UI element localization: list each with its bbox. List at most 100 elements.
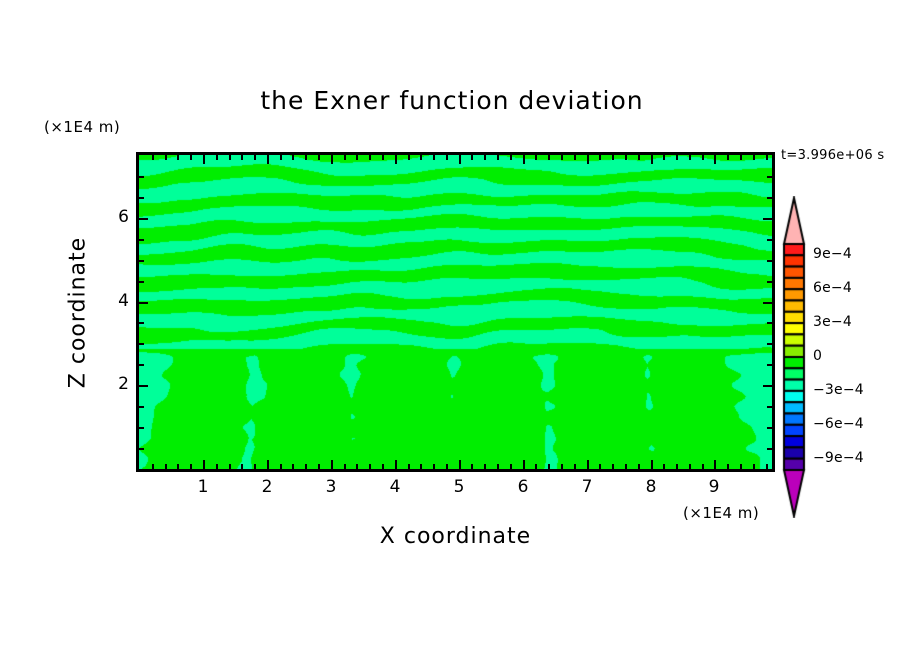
colorbar-tick-label: −3e−4 <box>813 381 864 398</box>
x-axis-major-tick <box>459 460 461 469</box>
x-axis-minor-tick <box>216 155 218 160</box>
y-axis-major-tick <box>139 385 148 387</box>
y-axis-major-tick <box>763 385 772 387</box>
y-axis-title: Z coordinate <box>65 236 91 389</box>
x-axis-minor-tick <box>433 464 435 469</box>
x-axis-minor-tick <box>305 464 307 469</box>
y-axis-major-tick <box>139 218 148 220</box>
x-axis-minor-tick <box>382 155 384 160</box>
x-axis-minor-tick <box>241 155 243 160</box>
x-axis-minor-tick <box>484 155 486 160</box>
x-axis-minor-tick <box>292 155 294 160</box>
x-axis-major-tick <box>651 460 653 469</box>
colorbar <box>778 196 810 518</box>
page-title: the Exner function deviation <box>260 86 644 115</box>
x-axis-minor-tick <box>216 464 218 469</box>
x-axis-minor-tick <box>177 155 179 160</box>
x-axis-minor-tick <box>420 155 422 160</box>
x-axis-minor-tick <box>356 464 358 469</box>
y-axis-minor-tick <box>139 176 144 178</box>
x-axis-major-tick <box>651 155 653 164</box>
x-axis-minor-tick <box>612 464 614 469</box>
x-axis-minor-tick <box>727 155 729 160</box>
x-axis-major-tick <box>587 460 589 469</box>
x-axis-tick-label: 4 <box>389 477 401 497</box>
y-axis-minor-tick <box>139 239 144 241</box>
x-axis-minor-tick <box>408 464 410 469</box>
y-axis-minor-tick <box>767 197 772 199</box>
y-axis-minor-tick <box>767 322 772 324</box>
colorbar-canvas <box>778 196 810 518</box>
y-axis-minor-tick <box>139 427 144 429</box>
contour-plot-area <box>136 152 775 472</box>
x-axis-tick-label: 2 <box>261 477 273 497</box>
colorbar-tick-label: 9e−4 <box>813 246 852 263</box>
colorbar-tick-label: 6e−4 <box>813 280 852 297</box>
y-axis-minor-tick <box>139 406 144 408</box>
contour-field-canvas <box>139 155 772 469</box>
x-axis-major-tick <box>714 460 716 469</box>
x-axis-major-tick <box>714 155 716 164</box>
time-annotation: t=3.996e+06 s <box>781 148 885 163</box>
x-axis-minor-tick <box>254 155 256 160</box>
x-axis-tick-label: 1 <box>197 477 209 497</box>
x-axis-minor-tick <box>369 155 371 160</box>
colorbar-tick-label: 0 <box>813 348 823 364</box>
x-axis-minor-tick <box>190 155 192 160</box>
x-axis-tick-label: 8 <box>645 477 657 497</box>
x-axis-minor-tick <box>740 155 742 160</box>
x-axis-minor-tick <box>344 464 346 469</box>
x-axis-minor-tick <box>229 464 231 469</box>
x-axis-minor-tick <box>241 464 243 469</box>
y-axis-minor-tick <box>767 364 772 366</box>
x-axis-minor-tick <box>177 464 179 469</box>
y-axis-minor-tick <box>767 343 772 345</box>
x-axis-major-tick <box>523 460 525 469</box>
x-axis-major-tick <box>203 460 205 469</box>
x-axis-minor-tick <box>561 464 563 469</box>
x-axis-minor-tick <box>535 464 537 469</box>
y-axis-minor-tick <box>139 260 144 262</box>
x-axis-minor-tick <box>535 155 537 160</box>
x-axis-minor-tick <box>574 464 576 469</box>
x-axis-major-tick <box>331 460 333 469</box>
x-axis-tick-label: 6 <box>517 477 529 497</box>
y-axis-major-tick <box>139 302 148 304</box>
y-axis-minor-tick <box>767 281 772 283</box>
colorbar-tick-label: 3e−4 <box>813 314 852 331</box>
x-axis-tick-label: 5 <box>453 477 465 497</box>
x-axis-minor-tick <box>229 155 231 160</box>
x-axis-minor-tick <box>280 155 282 160</box>
x-axis-unit-label: (×1E4 m) <box>683 504 760 522</box>
x-axis-minor-tick <box>599 155 601 160</box>
y-axis-minor-tick <box>139 197 144 199</box>
x-axis-minor-tick <box>165 155 167 160</box>
x-axis-minor-tick <box>152 464 154 469</box>
x-axis-tick-label: 7 <box>581 477 593 497</box>
y-axis-minor-tick <box>767 239 772 241</box>
x-axis-minor-tick <box>599 464 601 469</box>
x-axis-minor-tick <box>318 464 320 469</box>
x-axis-minor-tick <box>344 155 346 160</box>
x-axis-minor-tick <box>497 464 499 469</box>
x-axis-minor-tick <box>382 464 384 469</box>
y-axis-minor-tick <box>767 176 772 178</box>
x-axis-minor-tick <box>727 464 729 469</box>
y-axis-tick-label: 6 <box>118 207 129 227</box>
x-axis-minor-tick <box>548 155 550 160</box>
x-axis-minor-tick <box>356 155 358 160</box>
x-axis-minor-tick <box>561 155 563 160</box>
colorbar-tick-label: −6e−4 <box>813 415 864 432</box>
x-axis-major-tick <box>395 155 397 164</box>
x-axis-minor-tick <box>689 464 691 469</box>
x-axis-major-tick <box>203 155 205 164</box>
x-axis-major-tick <box>267 155 269 164</box>
x-axis-title: X coordinate <box>379 524 532 549</box>
x-axis-minor-tick <box>433 155 435 160</box>
x-axis-minor-tick <box>676 464 678 469</box>
y-axis-tick-label: 2 <box>118 374 129 394</box>
x-axis-minor-tick <box>305 155 307 160</box>
x-axis-minor-tick <box>548 464 550 469</box>
y-axis-unit-label: (×1E4 m) <box>44 118 121 136</box>
x-axis-minor-tick <box>408 155 410 160</box>
